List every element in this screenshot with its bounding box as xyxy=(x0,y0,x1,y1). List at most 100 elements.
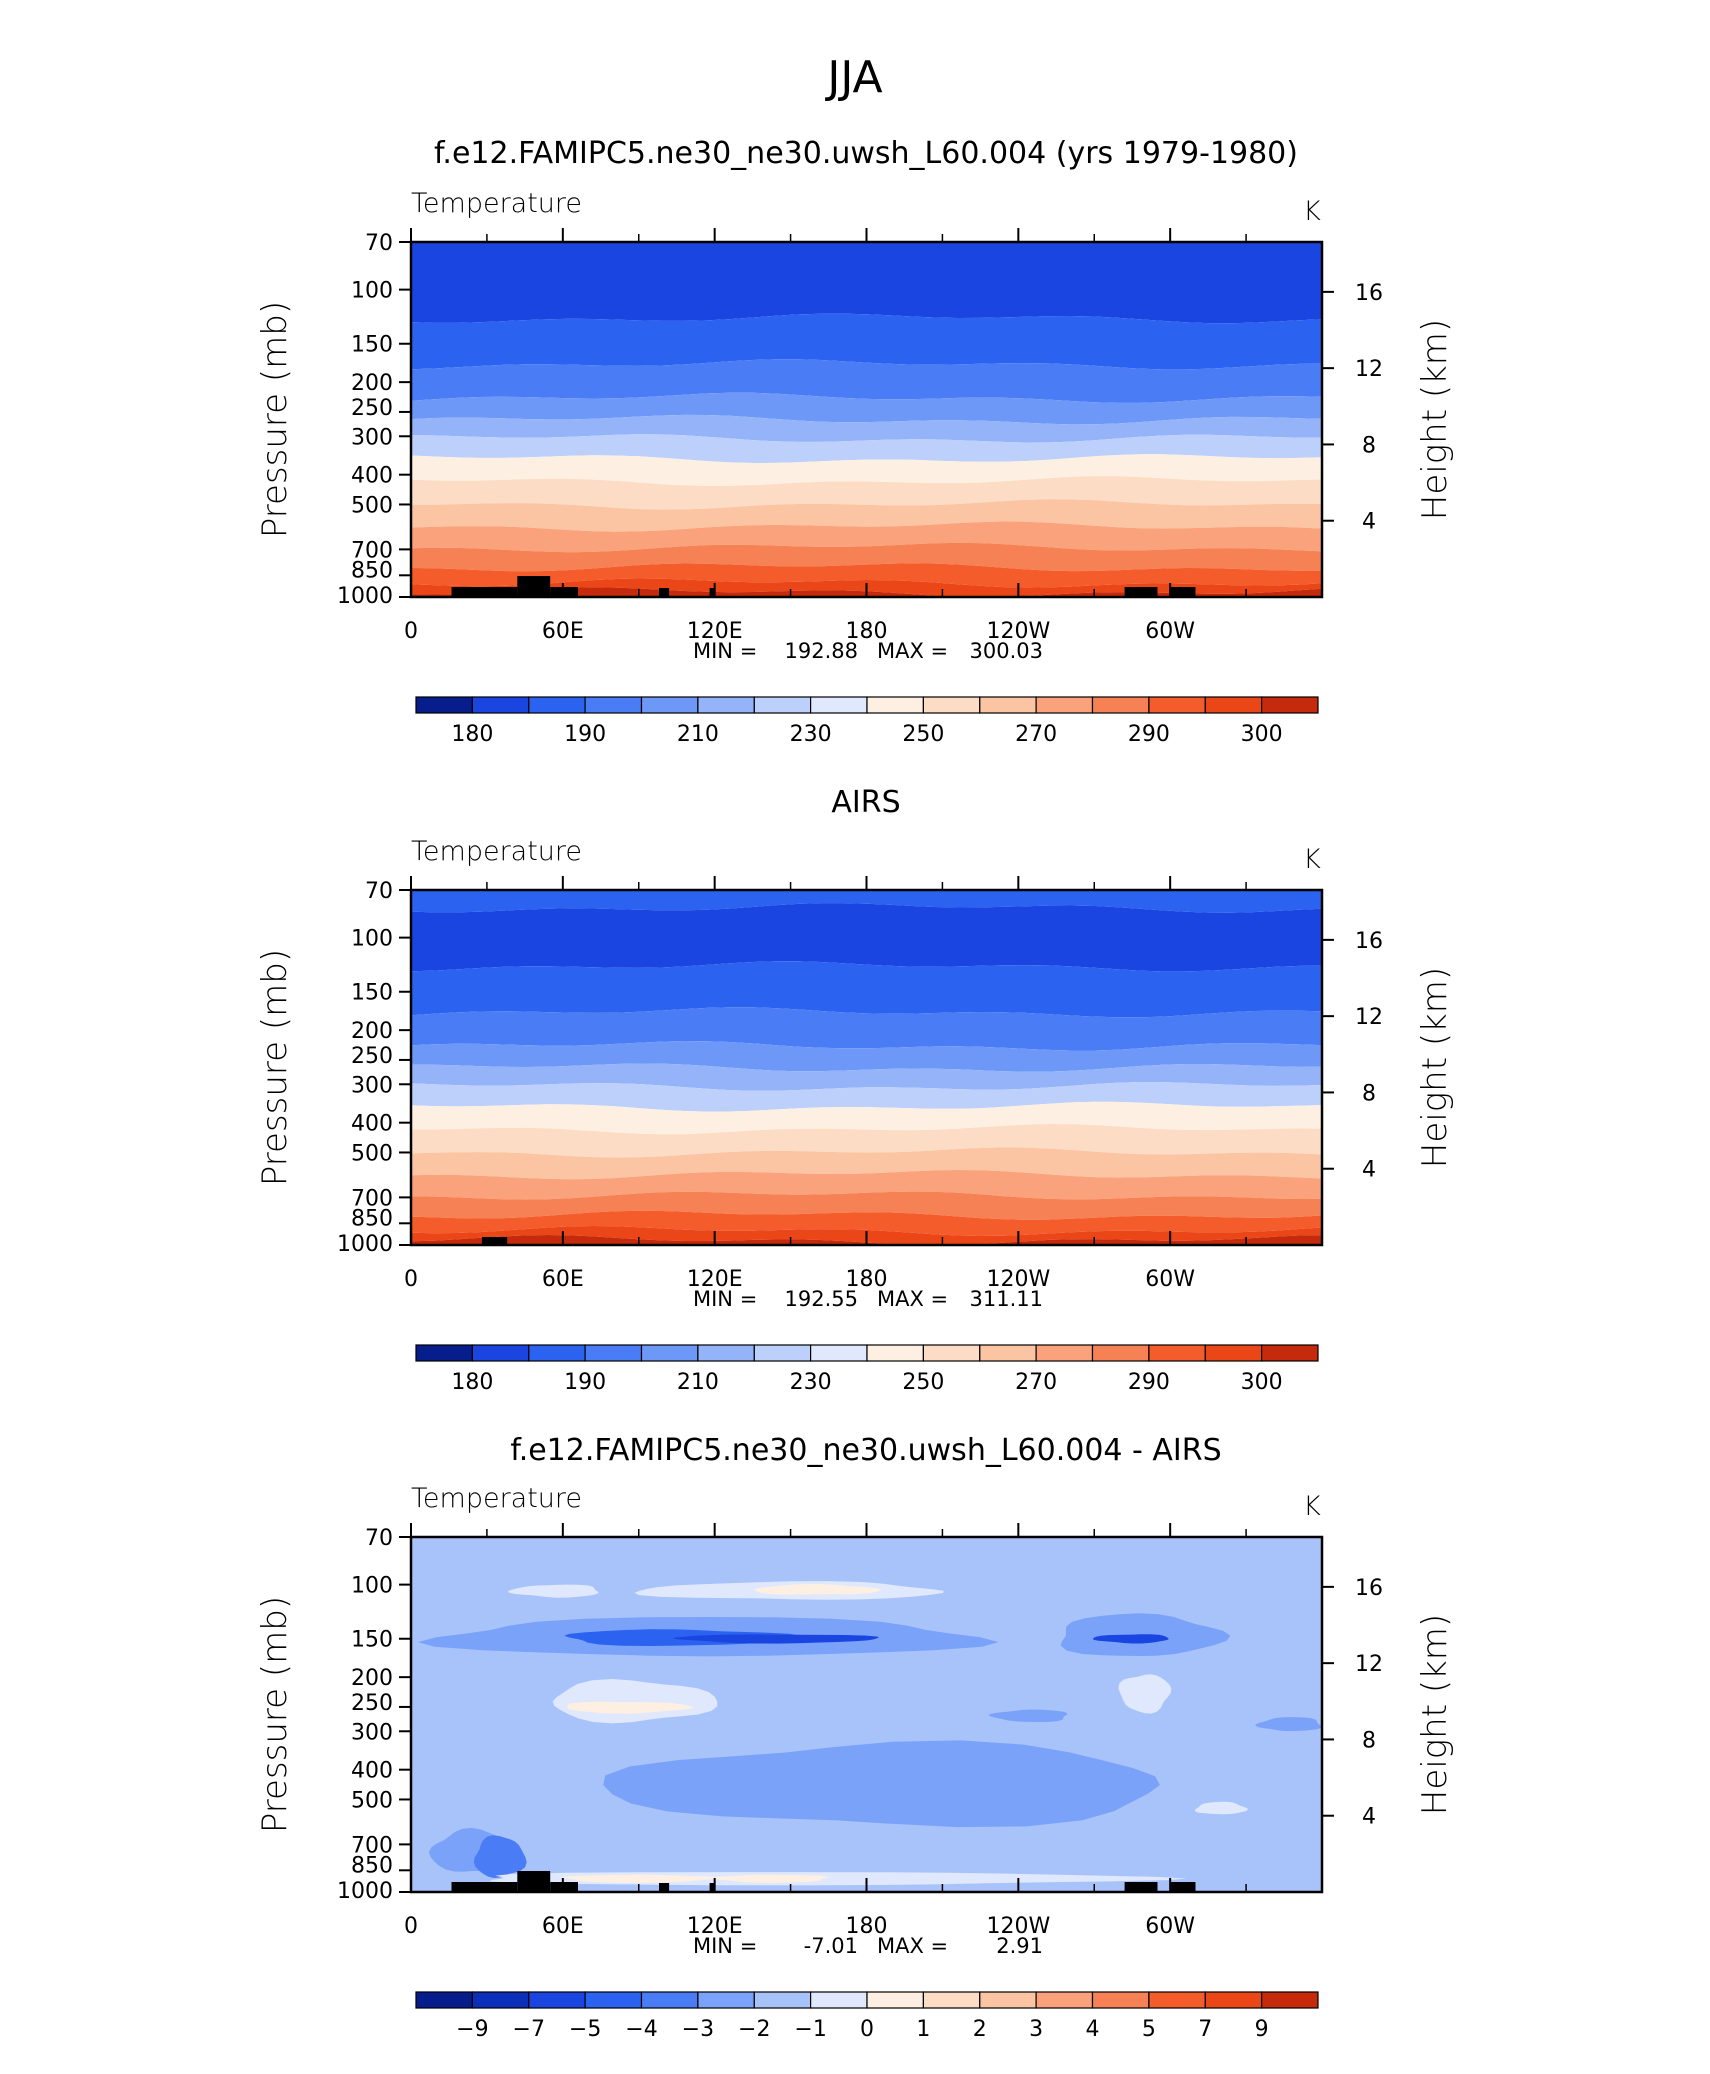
contour-region xyxy=(508,1584,599,1598)
colorbar-box xyxy=(1035,696,1094,714)
colorbar-label: −2 xyxy=(738,2017,770,2042)
colorbar-label: 0 xyxy=(860,2017,874,2042)
colorbar-box xyxy=(922,1344,981,1362)
y-tick-label: 850 xyxy=(351,558,393,583)
colorbar-box xyxy=(1091,696,1150,714)
terrain-mask xyxy=(1124,1882,1158,1892)
min-value: 192.55 xyxy=(785,1287,858,1311)
x-tick-label: 120E xyxy=(687,1267,743,1292)
contour-band xyxy=(411,454,1322,486)
colorbar-label: 250 xyxy=(902,1370,944,1395)
right-tick-label: 16 xyxy=(1355,929,1383,954)
y-tick-label: 400 xyxy=(351,1112,393,1137)
colorbar-box xyxy=(753,1991,812,2009)
units-label: K xyxy=(1303,1491,1321,1522)
x-tick-label: 0 xyxy=(404,1267,418,1292)
min-label: MIN = xyxy=(693,1934,757,1958)
colorbar-box xyxy=(415,696,474,714)
colorbar-box xyxy=(809,696,868,714)
colorbar-label: 3 xyxy=(1029,2017,1043,2042)
colorbar-box xyxy=(979,1344,1037,1362)
right-axis-label: Height (km) xyxy=(1415,319,1455,520)
contour-band xyxy=(411,242,1322,324)
contour-band xyxy=(411,476,1322,510)
contour-region xyxy=(989,1709,1068,1722)
colorbar-label: 190 xyxy=(564,1370,606,1395)
contour-band xyxy=(411,1210,1322,1236)
colorbar-label: 1 xyxy=(916,2017,930,2042)
colorbar-box xyxy=(471,1991,530,2009)
y-tick-label: 200 xyxy=(351,371,393,396)
max-value: 300.03 xyxy=(970,639,1043,663)
colorbar-label: 210 xyxy=(677,1370,719,1395)
colorbar-box xyxy=(1091,1991,1150,2009)
colorbar-box xyxy=(866,696,925,714)
contour-band xyxy=(411,542,1322,572)
contour-band xyxy=(411,1191,1322,1220)
contour-band xyxy=(411,434,1322,463)
y-tick-label: 500 xyxy=(351,493,393,518)
colorbar-box xyxy=(1091,1344,1150,1362)
y-tick-label: 300 xyxy=(351,1720,393,1745)
colorbar-box xyxy=(1148,1991,1206,2009)
y-tick-label: 250 xyxy=(351,1691,393,1716)
y-tick-label: 1000 xyxy=(337,1232,393,1257)
colorbar-box xyxy=(528,696,586,714)
y-tick-label: 200 xyxy=(351,1019,393,1044)
y-tick-label: 70 xyxy=(365,879,393,904)
min-label: MIN = xyxy=(693,639,757,663)
y-tick-label: 150 xyxy=(351,1628,393,1653)
colorbar-label: 2 xyxy=(973,2017,987,2042)
y-tick-label: 700 xyxy=(351,538,393,563)
colorbar-box xyxy=(979,1991,1037,2009)
colorbar-box xyxy=(640,1344,699,1362)
contour-fill xyxy=(411,1537,1322,1892)
y-tick-label: 150 xyxy=(351,981,393,1006)
right-tick-label: 16 xyxy=(1355,1576,1383,1601)
y-tick-label: 70 xyxy=(365,1526,393,1551)
contour-band xyxy=(411,359,1322,403)
colorbar-label: −7 xyxy=(513,2017,545,2042)
colorbar-box xyxy=(1035,1344,1094,1362)
colorbar-box xyxy=(809,1344,868,1362)
colorbar-label: −4 xyxy=(625,2017,657,2042)
contour-region xyxy=(603,1740,1160,1828)
colorbar-box xyxy=(1260,1344,1319,1362)
units-label: K xyxy=(1303,196,1321,227)
y-tick-label: 150 xyxy=(351,333,393,358)
x-tick-label: 60E xyxy=(542,1914,584,1939)
x-tick-label: 60W xyxy=(1145,1914,1195,1939)
right-axis-label: Height (km) xyxy=(1415,1614,1455,1815)
x-tick-label: 180 xyxy=(846,619,888,644)
colorbar-box xyxy=(922,1991,981,2009)
colorbar-label: 290 xyxy=(1128,1370,1170,1395)
colorbar-box xyxy=(697,1991,755,2009)
contour-region xyxy=(567,1701,694,1714)
contour-region xyxy=(709,1874,828,1883)
panel-title: f.e12.FAMIPC5.ne30_ne30.uwsh_L60.004 - A… xyxy=(510,1433,1221,1468)
colorbar-label: 180 xyxy=(451,722,493,747)
terrain-mask xyxy=(550,587,578,597)
colorbar-box xyxy=(697,696,755,714)
x-tick-label: 60E xyxy=(542,619,584,644)
colorbar-box xyxy=(866,1344,925,1362)
right-tick-label: 4 xyxy=(1362,1158,1376,1183)
variable-label: Temperature xyxy=(411,1483,582,1514)
x-tick-label: 0 xyxy=(404,619,418,644)
right-tick-label: 4 xyxy=(1362,510,1376,535)
x-tick-label: 120E xyxy=(687,619,743,644)
contour-band xyxy=(411,563,1322,588)
contour-band xyxy=(411,1007,1322,1051)
contour-band xyxy=(411,1147,1322,1180)
panel-title: f.e12.FAMIPC5.ne30_ne30.uwsh_L60.004 (yr… xyxy=(434,136,1298,171)
y-tick-label: 100 xyxy=(351,279,393,304)
y-tick-label: 300 xyxy=(351,1073,393,1098)
y-tick-label: 200 xyxy=(351,1666,393,1691)
contour-band xyxy=(411,313,1322,370)
x-tick-label: 180 xyxy=(846,1267,888,1292)
colorbar-box xyxy=(415,1991,474,2009)
min-value: -7.01 xyxy=(804,1934,858,1958)
x-tick-label: 120W xyxy=(986,1914,1050,1939)
terrain-mask xyxy=(517,576,551,597)
terrain-mask xyxy=(550,1882,578,1892)
